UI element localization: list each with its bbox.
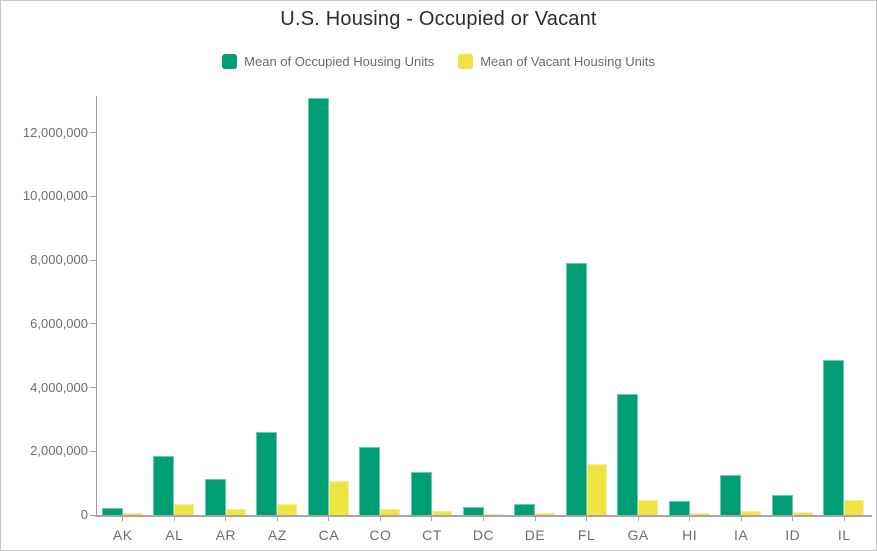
bar-vacant-FL[interactable] <box>586 464 607 515</box>
x-axis-label-ID: ID <box>785 527 801 543</box>
bar-vacant-AZ[interactable] <box>277 504 298 515</box>
x-axis-tick <box>637 517 639 521</box>
x-axis-label-GA: GA <box>627 527 649 543</box>
legend-item-vacant[interactable]: Mean of Vacant Housing Units <box>458 54 655 69</box>
legend-label-occupied: Mean of Occupied Housing Units <box>244 54 435 69</box>
x-axis-label-IL: IL <box>837 527 851 543</box>
x-axis-label-DE: DE <box>524 527 546 543</box>
x-axis-tick <box>379 517 381 521</box>
y-axis-tick-label: 4,000,000 <box>30 379 88 395</box>
bar-vacant-GA[interactable] <box>638 500 659 515</box>
occupied-color-swatch-icon <box>222 54 238 69</box>
bar-occupied-ID[interactable] <box>771 495 793 515</box>
x-axis-tick <box>792 517 794 521</box>
y-axis-tick <box>90 387 96 389</box>
legend-item-occupied[interactable]: Mean of Occupied Housing Units <box>222 54 434 69</box>
bar-occupied-CT[interactable] <box>410 472 432 515</box>
bar-vacant-DE[interactable] <box>535 513 556 515</box>
x-axis-label-DC: DC <box>472 527 495 543</box>
y-axis-tick-label: 8,000,000 <box>30 252 88 268</box>
x-axis-label-IA: IA <box>734 527 749 543</box>
y-axis-tick <box>90 195 96 197</box>
x-axis-tick <box>740 517 742 521</box>
x-axis-label-FL: FL <box>577 527 596 543</box>
bar-vacant-AK[interactable] <box>122 513 143 515</box>
x-axis-label-HI: HI <box>682 527 698 543</box>
bar-occupied-DC[interactable] <box>462 507 484 515</box>
bar-vacant-AR[interactable] <box>225 509 246 515</box>
bar-occupied-AL[interactable] <box>153 456 175 515</box>
y-axis-tick-label: 12,000,000 <box>22 124 88 140</box>
x-axis-label-AR: AR <box>215 527 237 543</box>
y-axis-line <box>96 96 97 516</box>
bar-vacant-CO[interactable] <box>380 509 401 515</box>
bar-occupied-AZ[interactable] <box>256 432 278 515</box>
x-axis-tick <box>328 517 330 521</box>
x-axis-tick <box>534 517 536 521</box>
x-axis-label-AK: AK <box>112 527 133 543</box>
y-axis-tick <box>90 450 96 452</box>
bar-vacant-HI[interactable] <box>689 513 710 515</box>
bar-vacant-CA[interactable] <box>328 481 349 515</box>
bar-occupied-IA[interactable] <box>720 475 742 515</box>
y-axis-tick-label: 10,000,000 <box>22 188 88 204</box>
x-axis-tick <box>586 517 588 521</box>
x-axis-tick <box>173 517 175 521</box>
bar-vacant-AL[interactable] <box>174 504 195 515</box>
x-axis-tick <box>276 517 278 521</box>
x-axis-label-AZ: AZ <box>267 527 287 543</box>
bar-occupied-IL[interactable] <box>823 360 845 515</box>
bar-vacant-DC[interactable] <box>483 514 504 515</box>
y-axis-tick <box>90 323 96 325</box>
y-axis-tick <box>90 514 96 516</box>
x-axis-label-AL: AL <box>165 527 184 543</box>
chart-title: U.S. Housing - Occupied or Vacant <box>280 8 597 30</box>
bar-vacant-IA[interactable] <box>741 511 762 515</box>
bar-occupied-CA[interactable] <box>307 98 329 515</box>
bar-occupied-CO[interactable] <box>359 447 381 515</box>
bar-occupied-GA[interactable] <box>617 394 639 515</box>
x-axis-label-CT: CT <box>422 527 442 543</box>
bar-occupied-DE[interactable] <box>514 504 536 515</box>
y-axis-tick-label: 0 <box>80 507 88 522</box>
legend: Mean of Occupied Housing Units Mean of V… <box>1 54 876 69</box>
bar-vacant-ID[interactable] <box>792 512 813 515</box>
bar-occupied-AK[interactable] <box>101 508 123 515</box>
x-axis-label-CA: CA <box>318 527 340 543</box>
y-axis-tick <box>90 132 96 134</box>
x-axis-tick <box>689 517 691 521</box>
bar-occupied-AR[interactable] <box>204 479 226 515</box>
bar-occupied-HI[interactable] <box>668 501 690 515</box>
x-axis-line <box>95 515 872 517</box>
bar-vacant-IL[interactable] <box>844 500 865 515</box>
y-axis-tick-label: 2,000,000 <box>30 443 88 459</box>
x-axis-tick <box>483 517 484 521</box>
y-axis-tick <box>90 259 96 261</box>
x-axis-tick <box>122 517 124 521</box>
y-axis-tick-label: 6,000,000 <box>30 315 88 331</box>
legend-label-vacant: Mean of Vacant Housing Units <box>480 54 655 69</box>
x-axis-tick <box>843 517 845 521</box>
plot-area: 0 2,000,000 4,000,000 6,000,000 8,000,000 10,… <box>23 96 872 543</box>
x-axis-tick <box>431 517 433 521</box>
bar-vacant-CT[interactable] <box>431 511 452 515</box>
vacant-color-swatch-icon <box>458 54 474 69</box>
bar-occupied-FL[interactable] <box>565 263 587 515</box>
x-axis-tick <box>225 517 227 521</box>
x-axis-label-CO: CO <box>369 527 392 543</box>
